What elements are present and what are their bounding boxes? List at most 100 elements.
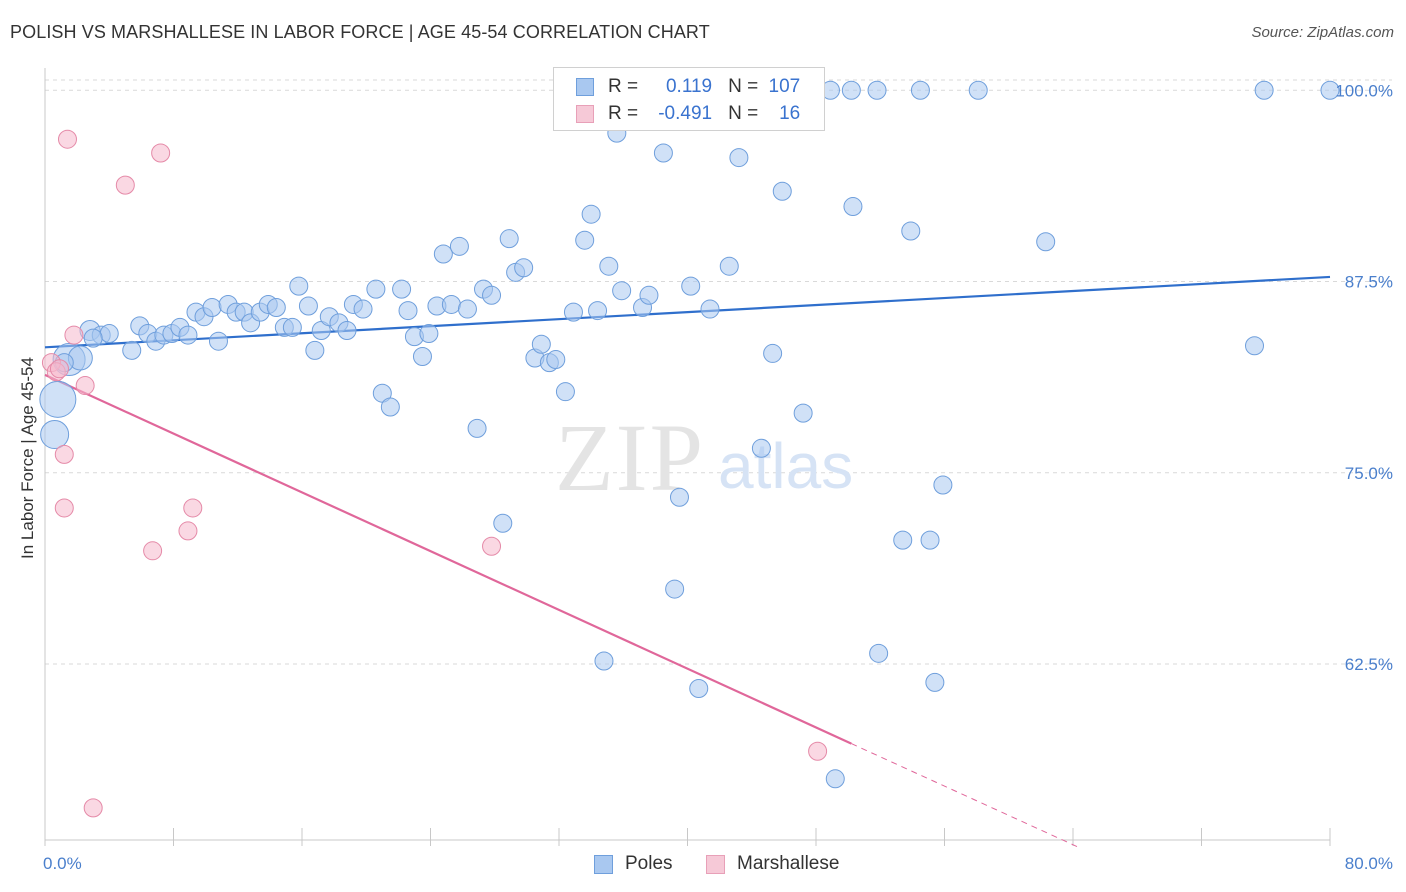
poles-point [612,281,632,301]
poles-point [1036,232,1056,252]
poles-point [531,334,551,354]
marshallese-n-label: N = [728,103,759,124]
poles-point [178,325,198,345]
marshallese-n-value: 16 [779,103,801,124]
poles-point [122,340,142,360]
y-tick-label: 100.0% [1335,81,1393,100]
poles-swatch [576,78,594,96]
poles-point [39,380,77,418]
legend-item-poles[interactable]: Poles [594,852,673,876]
poles-point [457,299,477,319]
axes [44,68,1331,846]
poles-point [901,221,921,241]
poles-point [665,579,685,599]
poles-point [968,80,988,100]
poles-point [298,296,318,316]
marshallese-swatch [576,105,594,123]
poles-point [83,328,103,348]
marshallese-point [49,359,69,379]
poles-point [449,236,469,256]
poles-point [392,279,412,299]
poles-point [499,229,519,249]
poles-point [412,346,432,366]
poles-point [1254,80,1274,100]
poles-point [588,301,608,321]
poles-point [266,298,286,318]
poles-point [639,285,659,305]
marshallese-point [83,798,103,818]
marshallese-r-value: -0.491 [658,103,713,124]
poles-point [763,343,783,363]
poles-point [910,80,930,100]
poles-point [563,302,583,322]
poles-point [99,324,119,344]
poles-point [419,324,439,344]
legend-row-marshallese: R = -0.491 N = 16 [576,103,800,125]
poles-point [482,285,502,305]
gridlines [45,79,1392,665]
poles-point [1245,336,1265,356]
poles-point [933,475,953,495]
poles-point [40,420,70,450]
stats-legend: R = 0.119 N = 107 R = -0.491 N = 16 [553,67,825,131]
poles-n-label: N = [728,76,759,97]
source-label: Source: ZipAtlas.com [1251,24,1394,41]
legend-row-poles: R = 0.119 N = 107 [576,76,800,98]
legend-item-marshallese[interactable]: Marshallese [706,852,839,876]
poles-point [689,679,709,699]
poles-point [282,317,302,337]
poles-point [772,181,792,201]
poles-point [555,382,575,402]
poles-n-value: 107 [768,76,801,97]
marshallese-point [183,498,203,518]
marshallese-point [75,376,95,396]
poles-point [514,258,534,278]
poles-point [669,487,689,507]
poles-point [793,403,813,423]
marshallese-point [151,143,171,163]
marshallese-point [57,129,77,149]
poles-point [653,143,673,163]
marshallese-legend-label: Marshallese [737,853,840,874]
poles-legend-swatch [594,854,613,874]
poles-point [825,769,845,789]
marshallese-r-label: R = [608,103,639,124]
poles-point [869,643,889,663]
poles-point [546,350,566,370]
poles-point [1320,80,1340,100]
poles-point [681,276,701,296]
poles-point [841,80,861,100]
marshallese-point [64,325,84,345]
poles-point [353,299,373,319]
poles-point [380,397,400,417]
poles-point [433,244,453,264]
marshallese-point [143,541,163,561]
poles-r-value: 0.119 [665,76,713,97]
poles-point [493,513,513,533]
y-tick-label: 75.0% [1345,464,1393,483]
poles-point [575,230,595,250]
trend-lines [44,275,1331,849]
poles-point [398,301,418,321]
marshallese-legend-swatch [706,854,725,874]
poles-point [467,418,487,438]
poles-point [366,279,386,299]
x-tick-label-max: 80.0% [1345,854,1393,873]
marshallese-point [54,498,74,518]
watermark-atlas: atlas [718,430,853,502]
poles-point [208,331,228,351]
marshallese-point [482,536,502,556]
chart-title: POLISH VS MARSHALLESE IN LABOR FORCE | A… [10,22,710,42]
marshallese-trend-line [44,373,852,745]
poles-point [202,298,222,318]
poles-point [337,320,357,340]
poles-point [729,148,749,168]
poles-point [867,80,887,100]
poles-point [893,530,913,550]
marshallese-trend-extension [851,743,1080,849]
poles-r-label: R = [608,76,639,97]
poles-point [289,276,309,296]
poles-point [843,197,863,217]
poles-point [925,672,945,692]
